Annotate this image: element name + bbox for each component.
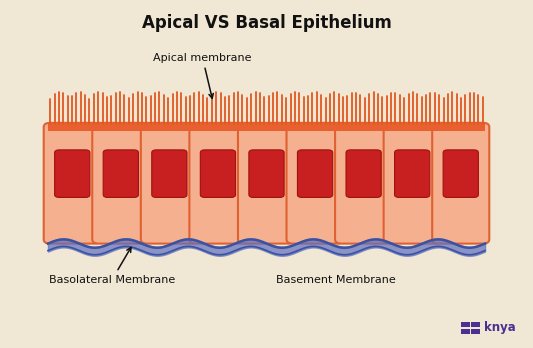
FancyBboxPatch shape <box>346 150 381 197</box>
FancyBboxPatch shape <box>249 150 284 197</box>
Text: Apical VS Basal Epithelium: Apical VS Basal Epithelium <box>142 14 391 32</box>
Text: Apical membrane: Apical membrane <box>154 53 252 98</box>
FancyBboxPatch shape <box>297 150 333 197</box>
Text: Basolateral Membrane: Basolateral Membrane <box>49 247 175 285</box>
FancyBboxPatch shape <box>54 150 90 197</box>
FancyBboxPatch shape <box>394 150 430 197</box>
Bar <box>461 322 470 327</box>
FancyBboxPatch shape <box>103 150 139 197</box>
Bar <box>471 322 480 327</box>
FancyBboxPatch shape <box>384 123 441 244</box>
Bar <box>461 329 470 334</box>
FancyBboxPatch shape <box>443 150 479 197</box>
Bar <box>48 123 485 130</box>
FancyBboxPatch shape <box>44 123 101 244</box>
FancyBboxPatch shape <box>200 150 236 197</box>
FancyBboxPatch shape <box>141 123 198 244</box>
FancyBboxPatch shape <box>152 150 187 197</box>
FancyBboxPatch shape <box>238 123 295 244</box>
Bar <box>471 329 480 334</box>
Text: knya: knya <box>484 322 516 334</box>
FancyBboxPatch shape <box>432 123 489 244</box>
Bar <box>48 127 485 244</box>
FancyBboxPatch shape <box>287 123 344 244</box>
FancyBboxPatch shape <box>335 123 392 244</box>
FancyBboxPatch shape <box>92 123 149 244</box>
Text: Basement Membrane: Basement Membrane <box>276 275 395 285</box>
FancyBboxPatch shape <box>189 123 246 244</box>
